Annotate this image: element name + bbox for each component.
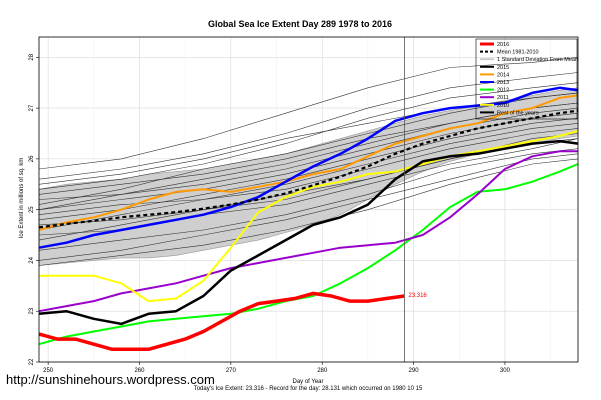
legend-label: 2011 <box>497 95 509 101</box>
other-year-line <box>38 117 579 221</box>
y-tick-label: 24 <box>29 256 35 263</box>
y-tick-label: 28 <box>29 53 35 60</box>
plot-border <box>38 36 579 363</box>
x-tick-label: 290 <box>409 368 420 374</box>
y-tick-label: 22 <box>29 358 35 365</box>
x-tick-label: 280 <box>317 368 328 374</box>
series-line-2011 <box>38 150 578 313</box>
series-line-2014 <box>38 94 579 231</box>
axes: 250 260 270 280 290 300 22 23 24 25 26 27 28 <box>29 36 579 374</box>
legend-label: 2014 <box>497 72 509 78</box>
x-tick-label: 270 <box>226 368 237 374</box>
other-year-line <box>38 133 579 226</box>
legend-label: 1 Standard Deviation From Mean <box>497 57 578 63</box>
legend-box <box>475 38 578 120</box>
highlighted-series-lines <box>38 86 579 352</box>
x-axis-label: Day of Year <box>292 379 323 385</box>
legend-label: 2010 <box>497 103 509 109</box>
legend-label: 2012 <box>497 88 509 94</box>
series-line-2010 <box>39 129 579 303</box>
chart-title: Global Sea Ice Extent Day 289 1978 to 20… <box>208 19 392 29</box>
legend-label: 2015 <box>497 65 509 71</box>
legend-label: 2016 <box>497 42 509 48</box>
y-tick-label: 27 <box>29 104 35 111</box>
mean-line-group <box>38 109 579 229</box>
x-tick-label: 250 <box>43 368 54 374</box>
y-tick-label: 23 <box>29 307 35 314</box>
annotation-label: 23.316 <box>408 293 427 299</box>
series-line-2013 <box>38 86 579 249</box>
other-year-line <box>38 123 579 231</box>
legend-label: Rest of the years <box>497 110 539 116</box>
footer-text: Today's Ice Extent: 23.316 - Record for … <box>194 386 423 392</box>
legend-label: 2013 <box>497 80 509 86</box>
y-axis-label: Ice Extent in millions of sq. km <box>19 158 25 239</box>
x-tick-label: 300 <box>500 368 511 374</box>
series-line-2016 <box>38 291 405 352</box>
other-year-line <box>38 72 579 180</box>
annotation-group: 23.316 <box>408 293 427 299</box>
other-year-line <box>38 148 579 251</box>
other-year-line <box>38 57 579 170</box>
series-line-2015 <box>38 139 579 326</box>
y-tick-label: 25 <box>29 206 35 213</box>
other-year-line <box>38 92 579 185</box>
mean-line <box>38 109 579 229</box>
legend-label: Mean 1981-2010 <box>497 50 539 56</box>
series-line-2012 <box>38 163 579 346</box>
other-year-line <box>38 92 579 205</box>
x-tick-label: 260 <box>134 368 145 374</box>
y-tick-label: 26 <box>29 155 35 162</box>
watermark-text: http://sunshinehours.wordpress.com <box>6 372 215 387</box>
